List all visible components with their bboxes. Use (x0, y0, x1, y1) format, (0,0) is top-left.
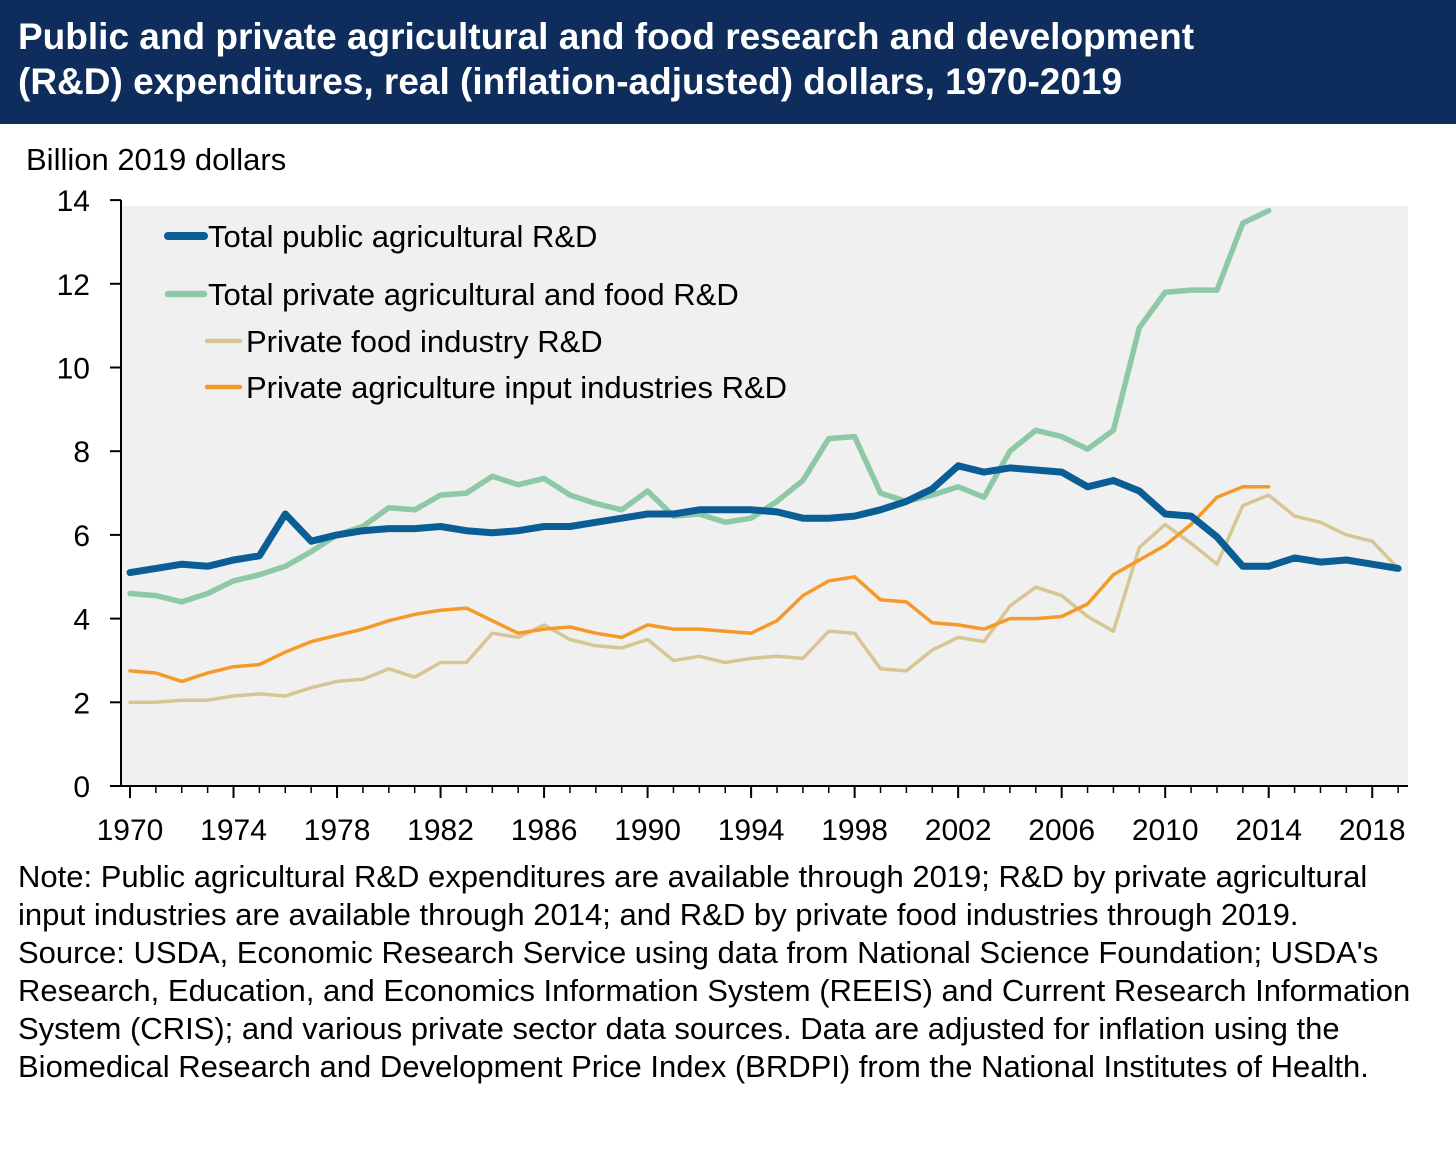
x-axis: 1970 1974 1978 1982 1986 1990 1994 1998 2002 2006… (97, 786, 1406, 847)
y-tick-label: 10 (57, 353, 90, 386)
y-axis: 0 2 4 6 8 10 12 14 (57, 185, 121, 804)
y-tick-label: 14 (57, 185, 90, 218)
x-tick-label: 1990 (614, 814, 681, 847)
y-tick-label: 6 (73, 520, 90, 553)
series-line-public (126, 462, 1402, 577)
series-line-private-total (127, 207, 1272, 605)
series-line-input (128, 485, 1271, 684)
legend: Total public agricultural R&D Total priva… (164, 219, 787, 405)
x-tick-label: 1998 (821, 814, 888, 847)
x-tick-label: 2006 (1028, 814, 1095, 847)
x-tick-label: 2014 (1235, 814, 1302, 847)
y-tick-label: 2 (73, 687, 90, 720)
x-tick-label: 1970 (97, 814, 164, 847)
source-text: Source: USDA, Economic Research Service … (18, 935, 1411, 1084)
chart-title: Public and private agricultural and food… (0, 0, 1456, 124)
x-tick-label: 2002 (925, 814, 992, 847)
series-lines (126, 207, 1402, 705)
note-text: Note: Public agricultural R&D expenditur… (18, 859, 1368, 932)
legend-label: Total private agricultural and food R&D (208, 277, 739, 312)
legend-label: Private agriculture input industries R&D (246, 370, 787, 405)
chart-title-line-1: Public and private agricultural and food… (18, 16, 1195, 57)
notes: Note: Public agricultural R&D expenditur… (18, 858, 1438, 1086)
legend-label: Total public agricultural R&D (208, 219, 597, 254)
x-tick-label: 1994 (718, 814, 785, 847)
x-tick-label: 1974 (200, 814, 267, 847)
y-tick-label: 4 (73, 604, 90, 637)
series-line-food (128, 493, 1400, 705)
chart-title-line-2: (R&D) expenditures, real (inflation-adju… (18, 61, 1123, 102)
y-axis-label: Billion 2019 dollars (26, 142, 286, 177)
x-tick-label: 2018 (1339, 814, 1406, 847)
x-tick-label: 1978 (304, 814, 371, 847)
y-tick-label: 12 (57, 269, 90, 302)
y-tick-label: 0 (73, 771, 90, 804)
plot-area (121, 206, 1408, 786)
x-tick-label: 2010 (1132, 814, 1199, 847)
y-tick-label: 8 (73, 436, 90, 469)
x-tick-label: 1986 (511, 814, 578, 847)
x-tick-label: 1982 (407, 814, 474, 847)
legend-label: Private food industry R&D (246, 324, 603, 359)
